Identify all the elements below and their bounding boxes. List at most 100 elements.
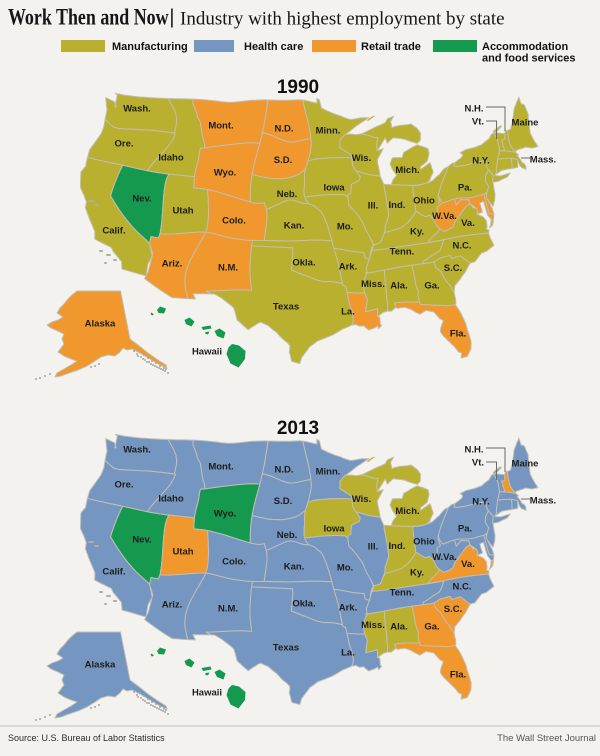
svg-text:Alaska: Alaska xyxy=(85,660,116,671)
svg-text:Wash.: Wash. xyxy=(123,445,151,456)
svg-text:Ala.: Ala. xyxy=(390,281,407,292)
svg-text:Vt.: Vt. xyxy=(472,458,484,469)
svg-text:Colo.: Colo. xyxy=(222,557,246,568)
svg-text:Ill.: Ill. xyxy=(368,542,379,553)
svg-text:Idaho: Idaho xyxy=(158,494,184,505)
svg-text:Accommodation: Accommodation xyxy=(482,41,568,53)
svg-text:Hawaii: Hawaii xyxy=(192,347,222,358)
svg-text:N.D.: N.D. xyxy=(275,465,294,476)
svg-text:S.C.: S.C. xyxy=(444,263,462,274)
svg-text:Minn.: Minn. xyxy=(316,467,341,478)
svg-text:Mass.: Mass. xyxy=(530,155,556,166)
svg-text:Ill.: Ill. xyxy=(368,201,379,212)
svg-text:Iowa: Iowa xyxy=(323,524,345,535)
svg-text:Tenn.: Tenn. xyxy=(390,247,415,258)
svg-text:La.: La. xyxy=(341,648,355,659)
svg-text:Okla.: Okla. xyxy=(292,599,315,610)
svg-text:Ariz.: Ariz. xyxy=(162,259,183,270)
svg-text:Tenn.: Tenn. xyxy=(390,588,415,599)
svg-text:Okla.: Okla. xyxy=(292,258,315,269)
svg-text:Wash.: Wash. xyxy=(123,104,151,115)
svg-text:Wyo.: Wyo. xyxy=(214,168,237,179)
svg-text:W.Va.: W.Va. xyxy=(432,211,457,222)
svg-text:Mo.: Mo. xyxy=(337,563,353,574)
svg-text:Retail trade: Retail trade xyxy=(361,41,421,53)
svg-text:1990: 1990 xyxy=(277,77,319,98)
svg-text:N.Y.: N.Y. xyxy=(472,156,489,167)
svg-text:Ore.: Ore. xyxy=(114,480,133,491)
svg-text:and food services: and food services xyxy=(482,53,576,65)
svg-text:Mo.: Mo. xyxy=(337,222,353,233)
svg-text:W.Va.: W.Va. xyxy=(432,552,457,563)
svg-text:Miss.: Miss. xyxy=(361,620,385,631)
svg-text:Neb.: Neb. xyxy=(277,530,298,541)
svg-text:Mass.: Mass. xyxy=(530,496,556,507)
svg-text:Neb.: Neb. xyxy=(277,189,298,200)
svg-text:Minn.: Minn. xyxy=(316,126,341,137)
svg-text:Ohio: Ohio xyxy=(413,196,435,207)
svg-text:N.M.: N.M. xyxy=(218,263,238,274)
svg-text:Ala.: Ala. xyxy=(390,622,407,633)
svg-text:Nev.: Nev. xyxy=(132,194,151,205)
svg-text:Mont.: Mont. xyxy=(208,462,233,473)
svg-text:Ky.: Ky. xyxy=(410,568,424,579)
svg-text:N.C.: N.C. xyxy=(453,241,472,252)
svg-text:Wis.: Wis. xyxy=(352,494,371,505)
svg-text:Ark.: Ark. xyxy=(339,262,357,273)
svg-text:Ga.: Ga. xyxy=(424,281,439,292)
svg-text:Nev.: Nev. xyxy=(132,535,151,546)
svg-text:Ga.: Ga. xyxy=(424,622,439,633)
svg-text:Source: U.S. Bureau of Labor S: Source: U.S. Bureau of Labor Statistics xyxy=(8,733,165,743)
svg-text:Colo.: Colo. xyxy=(222,216,246,227)
svg-text:Ind.: Ind. xyxy=(389,200,406,211)
svg-text:Idaho: Idaho xyxy=(158,153,184,164)
svg-text:Maine: Maine xyxy=(512,118,539,129)
svg-text:Work Then and Now: Work Then and Now xyxy=(8,6,169,31)
svg-text:Ind.: Ind. xyxy=(389,541,406,552)
svg-text:Texas: Texas xyxy=(273,302,299,313)
svg-text:Utah: Utah xyxy=(172,547,193,558)
svg-text:Ark.: Ark. xyxy=(339,603,357,614)
svg-text:S.C.: S.C. xyxy=(444,604,462,615)
svg-text:Wis.: Wis. xyxy=(352,153,371,164)
svg-text:Kan.: Kan. xyxy=(284,221,305,232)
svg-text:Ariz.: Ariz. xyxy=(162,600,183,611)
svg-text:Calif.: Calif. xyxy=(102,226,125,237)
svg-text:Mich.: Mich. xyxy=(395,165,419,176)
svg-text:La.: La. xyxy=(341,307,355,318)
svg-text:Manufacturing: Manufacturing xyxy=(112,41,188,53)
svg-text:Kan.: Kan. xyxy=(284,562,305,573)
svg-text:N.D.: N.D. xyxy=(275,124,294,135)
svg-text:Va.: Va. xyxy=(461,559,475,570)
svg-text:Pa.: Pa. xyxy=(458,524,472,535)
svg-text:Alaska: Alaska xyxy=(85,319,116,330)
svg-text:N.M.: N.M. xyxy=(218,604,238,615)
svg-text:S.D.: S.D. xyxy=(274,155,292,166)
svg-text:Maine: Maine xyxy=(512,459,539,470)
svg-text:Pa.: Pa. xyxy=(458,183,472,194)
svg-text:Utah: Utah xyxy=(172,206,193,217)
svg-text:Wyo.: Wyo. xyxy=(214,509,237,520)
svg-text:Mich.: Mich. xyxy=(395,506,419,517)
svg-text:Health care: Health care xyxy=(244,41,303,53)
svg-text:Calif.: Calif. xyxy=(102,567,125,578)
svg-text:N.Y.: N.Y. xyxy=(472,497,489,508)
svg-text:Miss.: Miss. xyxy=(361,279,385,290)
svg-text:N.C.: N.C. xyxy=(453,582,472,593)
svg-text:The Wall Street Journal: The Wall Street Journal xyxy=(497,733,596,744)
svg-text:2013: 2013 xyxy=(277,418,319,439)
svg-text:Ohio: Ohio xyxy=(413,537,435,548)
svg-text:Va.: Va. xyxy=(461,218,475,229)
svg-text:Hawaii: Hawaii xyxy=(192,688,222,699)
svg-text:Ky.: Ky. xyxy=(410,227,424,238)
svg-text:Mont.: Mont. xyxy=(208,121,233,132)
svg-text:Fla.: Fla. xyxy=(450,329,466,340)
svg-text:Industry with highest employme: Industry with highest employment by stat… xyxy=(180,9,505,30)
svg-text:Iowa: Iowa xyxy=(323,183,345,194)
svg-text:N.H.: N.H. xyxy=(465,104,484,115)
svg-text:S.D.: S.D. xyxy=(274,496,292,507)
svg-text:Ore.: Ore. xyxy=(114,139,133,150)
svg-text:Vt.: Vt. xyxy=(472,117,484,128)
svg-text:Texas: Texas xyxy=(273,643,299,654)
svg-text:N.H.: N.H. xyxy=(465,445,484,456)
